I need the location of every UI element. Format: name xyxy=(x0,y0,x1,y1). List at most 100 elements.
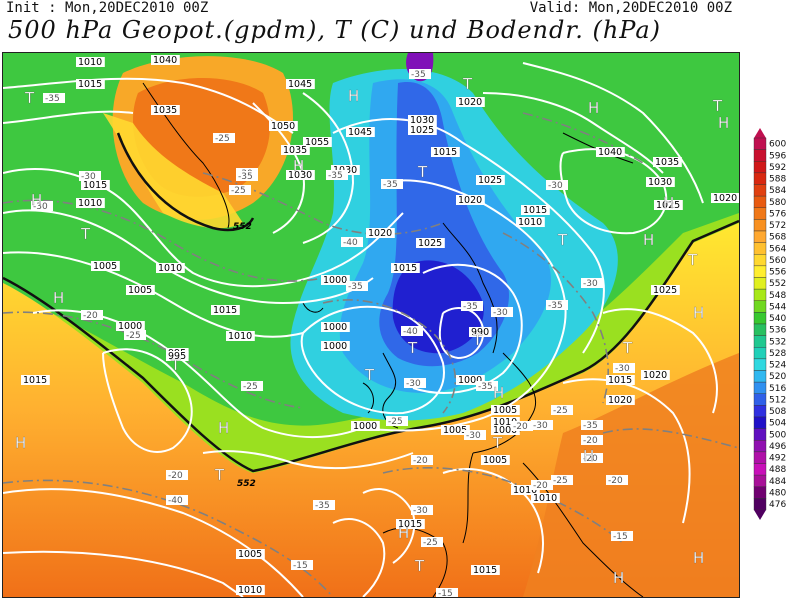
temperature-label-bg xyxy=(326,170,348,180)
pressure-label-bg xyxy=(391,263,420,273)
pressure-label: 1040 xyxy=(598,147,622,158)
legend-swatch xyxy=(753,230,767,243)
legend-level-label: 540 xyxy=(769,314,786,324)
temperature-label: -40 xyxy=(343,238,358,248)
pressure-label-bg xyxy=(641,370,670,380)
pressure-label: 1045 xyxy=(288,79,312,90)
low-pressure-mark: T xyxy=(687,251,698,269)
legend-swatch xyxy=(753,172,767,185)
legend-swatch xyxy=(753,451,767,464)
pressure-label: 1020 xyxy=(458,195,482,206)
legend-level-label: 520 xyxy=(769,372,786,382)
pressure-label-bg xyxy=(346,127,375,137)
pressure-label-bg xyxy=(126,285,155,295)
pressure-label-bg xyxy=(491,425,520,435)
legend-level-label: 476 xyxy=(769,500,786,510)
legend-level-label: 536 xyxy=(769,326,786,336)
pressure-label-bg xyxy=(151,105,180,115)
legend-level-label: 560 xyxy=(769,256,786,266)
pressure-label: 1025 xyxy=(418,238,442,249)
pressure-label-bg xyxy=(606,375,635,385)
pressure-label: 1020 xyxy=(458,97,482,108)
pressure-label: 1040 xyxy=(153,55,177,66)
low-pressure-mark: T xyxy=(462,75,473,93)
temperature-label: -20 xyxy=(608,476,623,486)
contour-552-north xyxy=(116,132,255,232)
temperature-label-bg xyxy=(241,381,263,391)
legend-level-label: 596 xyxy=(769,151,786,161)
temperature-label: -20 xyxy=(583,436,598,446)
legend-swatch xyxy=(753,277,767,290)
temperature-label-bg xyxy=(476,381,498,391)
pressure-label-bg xyxy=(408,115,437,125)
temperature-label-bg xyxy=(421,537,443,547)
temperature-label-bg xyxy=(531,420,553,430)
high-pressure-mark: H xyxy=(643,231,654,249)
temperature-label-bg xyxy=(411,505,433,515)
temperature-label: -30 xyxy=(406,379,421,389)
low-pressure-mark: T xyxy=(492,434,503,452)
legend-swatch xyxy=(753,300,767,313)
temperature-label-bg xyxy=(613,363,635,373)
low-pressure-mark: T xyxy=(407,339,418,357)
high-pressure-mark: H xyxy=(663,194,674,212)
pressure-label-bg xyxy=(651,285,680,295)
legend-swatch xyxy=(753,161,767,174)
legend-level-label: 512 xyxy=(769,395,786,405)
temperature-label: -35 xyxy=(548,301,563,311)
temperature-label-bg xyxy=(411,455,433,465)
temperature-label-bg xyxy=(581,420,603,430)
pressure-label: 1045 xyxy=(348,127,372,138)
legend-swatch xyxy=(753,393,767,406)
legend-level-label: 576 xyxy=(769,209,786,219)
high-pressure-mark: H xyxy=(693,304,704,322)
pressure-label-bg xyxy=(366,228,395,238)
pressure-label-bg xyxy=(456,195,485,205)
temperature-label-bg xyxy=(531,480,553,490)
init-time-label: Init : Mon,20DEC2010 00Z xyxy=(6,0,209,16)
legend-swatch xyxy=(753,149,767,162)
pressure-label: 1010 xyxy=(513,485,537,496)
temperature-label-bg xyxy=(464,430,486,440)
temperature-label: -30 xyxy=(493,308,508,318)
legend-level-label: 532 xyxy=(769,337,786,347)
temperature-label-bg xyxy=(581,453,603,463)
pressure-label: 1015 xyxy=(23,375,47,386)
temperature-label: -35 xyxy=(463,302,478,312)
pressure-label-bg xyxy=(351,421,380,431)
temperature-label-bg xyxy=(313,500,335,510)
temperature-label: -35 xyxy=(45,94,60,104)
high-pressure-mark: H xyxy=(348,87,359,105)
pressure-label: 1025 xyxy=(656,200,680,211)
legend-swatch xyxy=(753,254,767,267)
temperature-label-bg xyxy=(31,201,53,211)
temperature-label: -25 xyxy=(126,331,141,341)
pressure-label: 1015 xyxy=(213,305,237,316)
weather-map: 1010 1015 1045 1050 1055 1045 1030 1025 1020 1015… xyxy=(2,52,740,598)
temperature-label: -15 xyxy=(613,532,628,542)
pressure-label: 1000 xyxy=(118,321,142,332)
pressure-label-bg xyxy=(516,217,545,227)
low-pressure-mark: T xyxy=(364,366,375,384)
low-pressure-mark: T xyxy=(557,231,568,249)
legend-level-label: 584 xyxy=(769,186,786,196)
low-pressure-mark: T xyxy=(214,466,225,484)
pressure-label-bg xyxy=(654,200,683,210)
legend-level-label: 528 xyxy=(769,349,786,359)
pressure-label: 1010 xyxy=(493,417,517,428)
chart-header: Init : Mon,20DEC2010 00Z Valid: Mon,20DE… xyxy=(0,0,790,52)
pressure-label: 1030 xyxy=(648,177,672,188)
temperature-label-bg xyxy=(124,330,146,340)
legend-level-label: 600 xyxy=(769,140,786,150)
legend-swatch xyxy=(753,195,767,208)
high-pressure-mark: H xyxy=(398,524,409,542)
temperature-label-bg xyxy=(166,495,188,505)
high-pressure-mark: H xyxy=(693,549,704,567)
legend-top-arrow xyxy=(754,128,766,138)
pressure-label: 1010 xyxy=(78,57,102,68)
legend-swatch xyxy=(753,219,767,232)
legend-level-label: 504 xyxy=(769,419,786,429)
geopotential-552-label: 552 xyxy=(233,222,252,232)
low-pressure-mark: T xyxy=(170,356,181,374)
pressure-label-bg xyxy=(236,585,265,595)
